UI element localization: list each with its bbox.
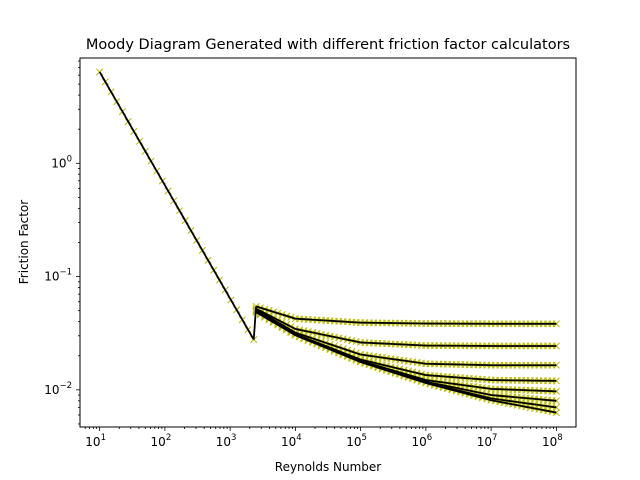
y-tick-label: 10−1 [44, 268, 72, 284]
chart-title: Moody Diagram Generated with different f… [86, 37, 570, 53]
x-tick-label: 105 [346, 433, 367, 449]
x-axis-label: Reynolds Number [275, 460, 382, 474]
x-axis: 101 102 103 104 105 106 107 108 [84, 427, 563, 449]
x-tick-label: 104 [281, 433, 302, 449]
plot-area [96, 68, 560, 417]
x-tick-label: 106 [412, 433, 433, 449]
y-tick-label: 100 [51, 154, 72, 170]
turbulent-line-8 [255, 311, 557, 414]
x-tick-label: 101 [85, 433, 106, 449]
y-axis-label: Friction Factor [17, 200, 31, 284]
x-tick-label: 103 [216, 433, 237, 449]
laminar-line [98, 71, 255, 340]
x-tick-label: 107 [477, 433, 498, 449]
turbulent-line-2 [255, 307, 557, 347]
y-tick-label: 10−2 [44, 381, 72, 397]
y-axis: 10−2 10−1 100 [44, 60, 80, 425]
x-tick-label: 102 [151, 433, 172, 449]
x-tick-label: 108 [542, 433, 563, 449]
turbulent-line-3 [255, 308, 557, 367]
turbulent-line-1 [255, 305, 557, 325]
